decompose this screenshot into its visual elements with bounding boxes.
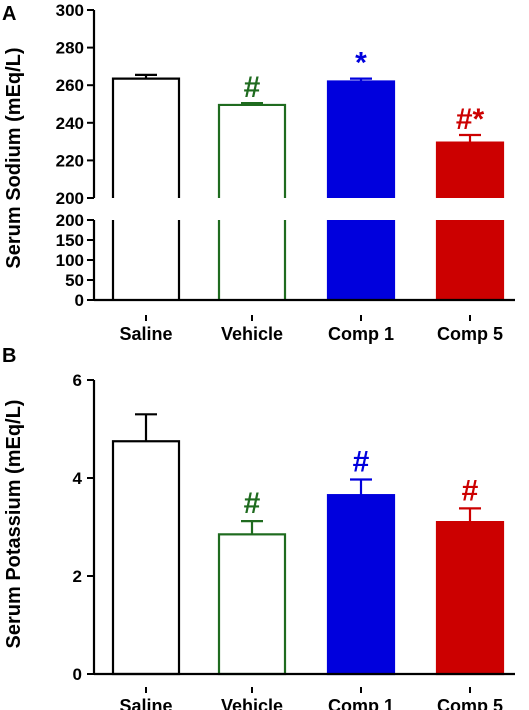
panel-b-significance-marker: # xyxy=(462,474,479,507)
panel-a-bar-lower xyxy=(328,220,394,300)
panel-a-significance-marker: # xyxy=(244,71,261,104)
panel-b-category-label: Saline xyxy=(119,696,172,710)
panel-b-bar xyxy=(435,520,505,676)
panel-a-y-tick-label: 260 xyxy=(56,76,84,95)
panel-b-bar xyxy=(111,440,181,676)
panel-b-y-tick-label: 2 xyxy=(73,567,82,586)
panel-a-bar xyxy=(219,104,285,198)
panel-a-y-tick-label: 150 xyxy=(56,231,84,250)
panel-a-bar-lower xyxy=(219,220,285,300)
panel-a-bar xyxy=(328,81,394,198)
panel-a-plot: #*#*200220240260280300050100150200Saline… xyxy=(56,1,515,344)
panel-b-y-tick-label: 6 xyxy=(73,371,82,390)
panel-a-y-tick-label: 0 xyxy=(75,291,84,310)
panel-a-bar-lower xyxy=(113,220,179,300)
panel-a-significance-marker: #* xyxy=(456,103,485,136)
panel-b-significance-marker: # xyxy=(244,487,261,520)
panel-b-category-label: Comp 1 xyxy=(328,696,394,710)
panel-b-bar xyxy=(326,494,396,676)
panel-b-plot: # # #0 2 4 6 Saline Vehicle Comp 1 Comp 5 xyxy=(73,371,515,710)
panel-b-significance-marker: # xyxy=(353,445,370,478)
panel-a-y-tick-label: 300 xyxy=(56,1,84,20)
panel-a-y-tick-label: 220 xyxy=(56,151,84,170)
panel-b-ylabel: Serum Potassium (mEq/L) xyxy=(3,400,25,649)
panel-a-significance-marker: * xyxy=(355,47,367,80)
panel-a-bar xyxy=(437,142,503,198)
panel-a-bar xyxy=(113,78,179,198)
panel-b-label: B xyxy=(2,345,16,367)
panel-a-y-tick-label: 100 xyxy=(56,251,84,270)
panel-b-category-label: Comp 5 xyxy=(437,696,503,710)
panel-a-ylabel: Serum Sodium (mEq/L) xyxy=(3,47,25,268)
panel-a-y-tick-label: 200 xyxy=(56,189,84,208)
panel-a-y-tick-label: 240 xyxy=(56,114,84,133)
panel-a-category-label: Comp 5 xyxy=(437,324,503,344)
panel-a-category-label: Comp 1 xyxy=(328,324,394,344)
panel-a-category-label: Saline xyxy=(119,324,172,344)
panel-b-category-label: Vehicle xyxy=(221,696,283,710)
panel-b-y-tick-label: 0 xyxy=(73,665,82,684)
panel-b-y-tick-label: 4 xyxy=(73,469,83,488)
panel-a-y-tick-label: 200 xyxy=(56,211,84,230)
panel-a-bar-lower xyxy=(437,220,503,300)
panel-a-y-tick-label: 50 xyxy=(65,271,84,290)
panel-a-label: A xyxy=(2,3,16,25)
panel-a-y-tick-label: 280 xyxy=(56,39,84,58)
panel-b-bar xyxy=(217,533,287,676)
panel-a-category-label: Vehicle xyxy=(221,324,283,344)
